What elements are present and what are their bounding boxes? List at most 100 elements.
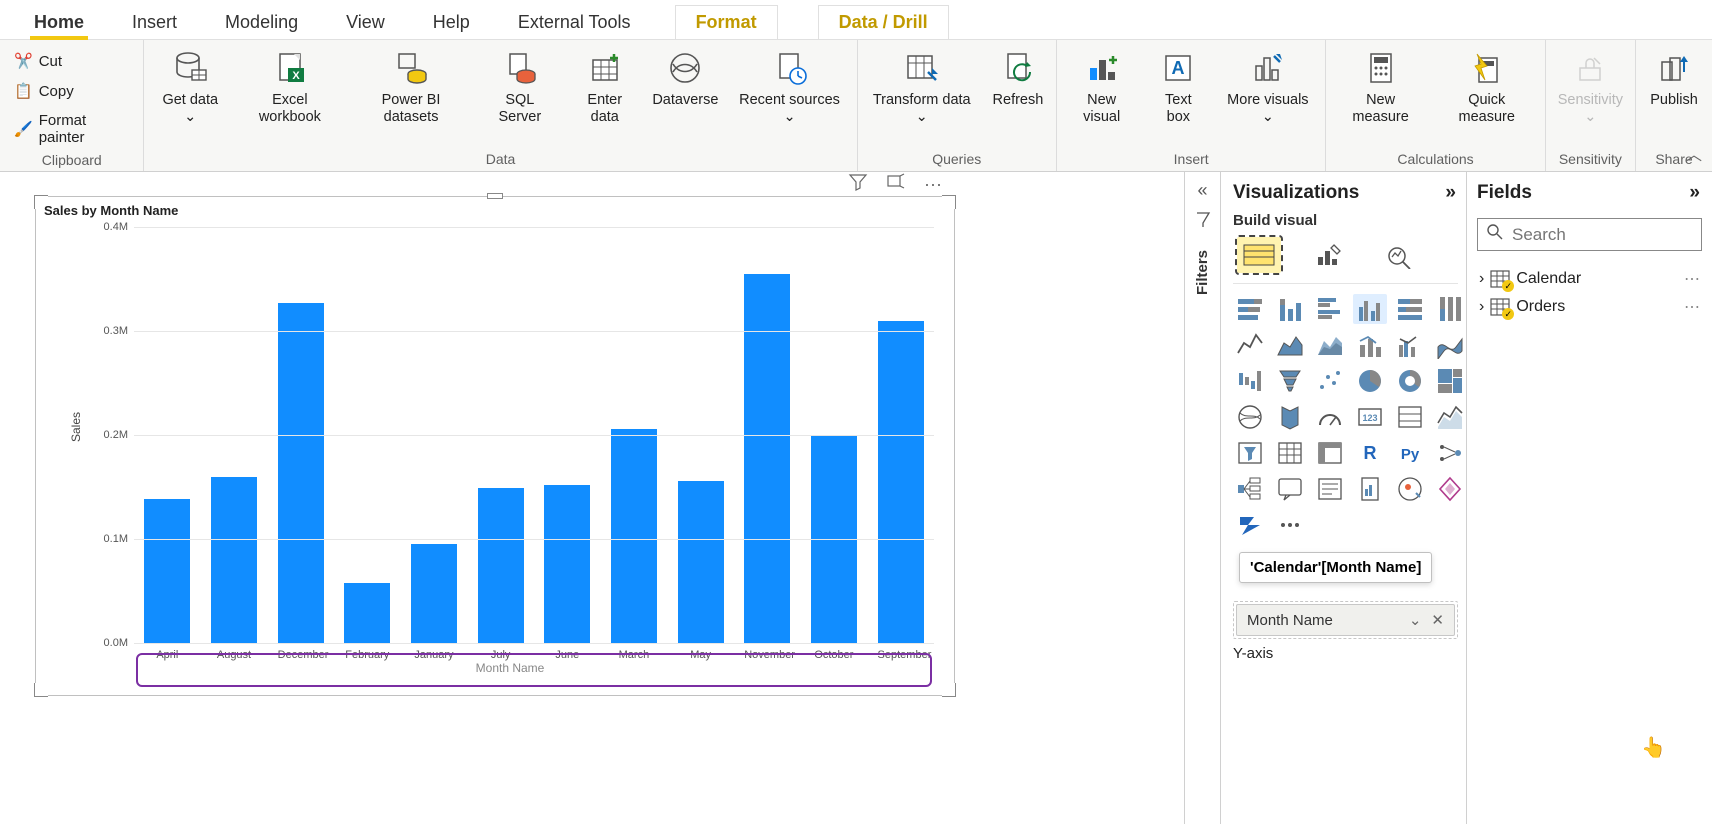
viz-type-filled-map[interactable] — [1273, 402, 1307, 432]
viz-type-funnel[interactable] — [1273, 366, 1307, 396]
bar[interactable] — [411, 544, 457, 643]
field-table-calendar[interactable]: ›✓Calendar⋯ — [1477, 265, 1702, 293]
chevron-down-icon[interactable]: ⌄ — [1409, 611, 1422, 629]
viz-type-pie[interactable] — [1353, 366, 1387, 396]
viz-type-donut[interactable] — [1393, 366, 1427, 396]
viz-type-clustered-bar[interactable] — [1313, 294, 1347, 324]
tab-data-drill[interactable]: Data / Drill — [818, 5, 949, 39]
text-box-button[interactable]: AText box — [1146, 44, 1210, 127]
viz-type-scatter[interactable] — [1313, 366, 1347, 396]
ribbon-collapse-button[interactable]: ︿ — [1686, 141, 1702, 165]
bar[interactable] — [744, 274, 790, 643]
tab-view[interactable]: View — [342, 6, 389, 39]
refresh-button[interactable]: Refresh — [986, 44, 1050, 111]
viz-type-stacked-column[interactable] — [1273, 294, 1307, 324]
x-axis-well[interactable]: Month Name ⌄ ✕ 👆 — [1233, 601, 1458, 639]
fields-search-input[interactable] — [1512, 225, 1712, 245]
viz-type-table[interactable] — [1273, 438, 1307, 468]
viz-type-area[interactable] — [1273, 330, 1307, 360]
viz-type-decomposition[interactable] — [1233, 474, 1267, 504]
bar[interactable] — [478, 488, 524, 643]
format-painter-button[interactable]: 🖌️Format painter — [6, 108, 137, 150]
viz-type-ribbon[interactable] — [1433, 330, 1467, 360]
resize-handle[interactable] — [34, 683, 48, 697]
tab-format[interactable]: Format — [675, 5, 778, 39]
analytics-tab[interactable] — [1377, 237, 1421, 273]
viz-type-arcgis[interactable] — [1393, 474, 1427, 504]
viz-type-treemap[interactable] — [1433, 366, 1467, 396]
bar[interactable] — [144, 499, 190, 643]
build-visual-tab[interactable] — [1237, 237, 1281, 273]
field-table-orders[interactable]: ›✓Orders⋯ — [1477, 293, 1702, 321]
viz-type-line-stacked-column[interactable] — [1353, 330, 1387, 360]
viz-type-line-clustered-column[interactable] — [1393, 330, 1427, 360]
viz-type-kpi[interactable] — [1433, 402, 1467, 432]
cut-button[interactable]: ✂️Cut — [6, 48, 137, 74]
table-more-icon[interactable]: ⋯ — [1684, 297, 1700, 317]
filters-pane-collapsed[interactable]: « Filters — [1184, 172, 1220, 824]
fields-search[interactable] — [1477, 218, 1702, 251]
tab-home[interactable]: Home — [30, 6, 88, 39]
bar[interactable] — [278, 303, 324, 643]
viz-type-100-stacked-column[interactable] — [1433, 294, 1467, 324]
visual-filter-icon[interactable] — [848, 172, 868, 197]
viz-type-narrative[interactable] — [1313, 474, 1347, 504]
bar[interactable] — [211, 477, 257, 643]
viz-type-key-influencers[interactable] — [1433, 438, 1467, 468]
viz-type-r-visual[interactable]: R — [1353, 438, 1387, 468]
viz-type-power-automate[interactable] — [1233, 510, 1267, 540]
expand-left-icon[interactable]: « — [1197, 180, 1207, 201]
viz-type-stacked-area[interactable] — [1313, 330, 1347, 360]
enter-data-button[interactable]: Enter data — [567, 44, 642, 127]
bar[interactable] — [344, 583, 390, 643]
bar[interactable] — [678, 481, 724, 643]
bar[interactable] — [611, 429, 657, 643]
table-more-icon[interactable]: ⋯ — [1684, 269, 1700, 289]
transform-data-button[interactable]: Transform data ⌄ — [864, 44, 980, 127]
viz-type-card[interactable]: 123 — [1353, 402, 1387, 432]
bar[interactable] — [878, 321, 924, 643]
tab-modeling[interactable]: Modeling — [221, 6, 302, 39]
visual-more-icon[interactable]: ··· — [924, 174, 942, 195]
viz-type-stacked-bar[interactable] — [1233, 294, 1267, 324]
viz-type-multi-card[interactable] — [1393, 402, 1427, 432]
viz-type-get-more[interactable] — [1273, 510, 1307, 540]
resize-handle[interactable] — [942, 683, 956, 697]
viz-type-paginated[interactable] — [1353, 474, 1387, 504]
viz-type-matrix[interactable] — [1313, 438, 1347, 468]
field-chip-month-name[interactable]: Month Name ⌄ ✕ — [1236, 604, 1455, 636]
copy-button[interactable]: 📋Copy — [6, 78, 137, 104]
remove-field-icon[interactable]: ✕ — [1431, 611, 1444, 629]
report-canvas[interactable]: ··· Sales by Month Name Sales 0.0M0.1M0.… — [0, 172, 1184, 824]
collapse-pane-icon[interactable]: » — [1689, 182, 1700, 204]
bookmark-icon[interactable] — [1194, 211, 1212, 234]
viz-type-qa[interactable] — [1273, 474, 1307, 504]
viz-type-waterfall[interactable] — [1233, 366, 1267, 396]
bar[interactable] — [544, 485, 590, 643]
sql-server-button[interactable]: SQL Server — [478, 44, 561, 127]
dataverse-button[interactable]: Dataverse — [648, 44, 722, 111]
focus-mode-icon[interactable] — [886, 172, 906, 197]
recent-sources-button[interactable]: Recent sources ⌄ — [728, 44, 850, 127]
new-measure-button[interactable]: New measure — [1332, 44, 1428, 127]
new-visual-button[interactable]: New visual — [1063, 44, 1140, 127]
tab-insert[interactable]: Insert — [128, 6, 181, 39]
excel-workbook-button[interactable]: XExcel workbook — [236, 44, 344, 127]
more-visuals-button[interactable]: More visuals ⌄ — [1216, 44, 1319, 127]
viz-type-power-apps[interactable] — [1433, 474, 1467, 504]
viz-type-clustered-column[interactable] — [1353, 294, 1387, 324]
format-visual-tab[interactable] — [1307, 237, 1351, 273]
column-chart-visual[interactable]: Sales by Month Name Sales 0.0M0.1M0.2M0.… — [35, 196, 955, 696]
powerbi-datasets-button[interactable]: Power BI datasets — [350, 44, 473, 127]
tab-help[interactable]: Help — [429, 6, 474, 39]
resize-handle[interactable] — [487, 193, 503, 199]
viz-type-100-stacked-bar[interactable] — [1393, 294, 1427, 324]
viz-type-py-visual[interactable]: Py — [1393, 438, 1427, 468]
get-data-button[interactable]: Get data ⌄ — [150, 44, 230, 127]
collapse-pane-icon[interactable]: » — [1445, 182, 1456, 204]
viz-type-line[interactable] — [1233, 330, 1267, 360]
resize-handle[interactable] — [942, 195, 956, 209]
quick-measure-button[interactable]: Quick measure — [1435, 44, 1539, 127]
tab-external-tools[interactable]: External Tools — [514, 6, 635, 39]
publish-button[interactable]: Publish — [1642, 44, 1706, 111]
